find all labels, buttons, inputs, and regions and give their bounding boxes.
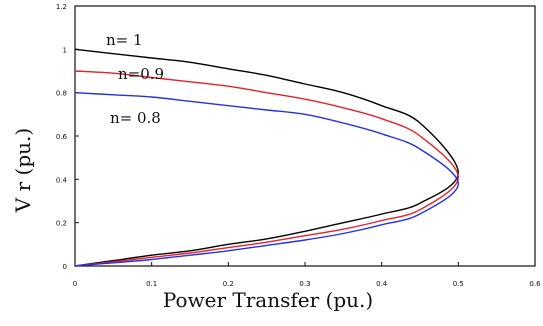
x-axis-title: Power Transfer (pu.) [163, 288, 373, 312]
y-tick-label: 0.4 [56, 176, 68, 184]
x-tick-label: 0.2 [223, 280, 234, 288]
series-line-1 [74, 70, 460, 267]
y-tick-label: 0.6 [56, 133, 68, 141]
x-tick-label: 0.6 [529, 280, 541, 288]
plot-frame [74, 5, 536, 267]
series-label-n1: n= 1 [106, 31, 143, 49]
series-line-0 [74, 48, 460, 267]
x-tick-label: 0 [73, 280, 77, 288]
x-tick-label: 0.1 [146, 280, 157, 288]
y-tick-label: 0.8 [56, 90, 67, 98]
y-tick-label: 1 [63, 46, 67, 54]
plot-area [74, 5, 536, 267]
x-tick-label: 0.3 [299, 280, 310, 288]
y-axis-title: V r (pu.) [11, 128, 35, 213]
series-label-n08: n= 0.8 [110, 109, 161, 127]
y-tick-label: 0.2 [56, 220, 67, 228]
ticks-group: 0 0.1 0.2 0.3 0.4 0.5 0.6 0 0.2 0.4 0.6 0.8 1 1.2 [56, 3, 541, 288]
series-group [74, 48, 460, 267]
x-tick-label: 0.5 [453, 280, 464, 288]
x-tick-label: 0.4 [376, 280, 388, 288]
series-label-n09: n=0.9 [118, 65, 164, 83]
series-line-2 [74, 92, 460, 267]
y-tick-label: 0 [63, 263, 67, 271]
y-tick-label: 1.2 [56, 3, 67, 11]
